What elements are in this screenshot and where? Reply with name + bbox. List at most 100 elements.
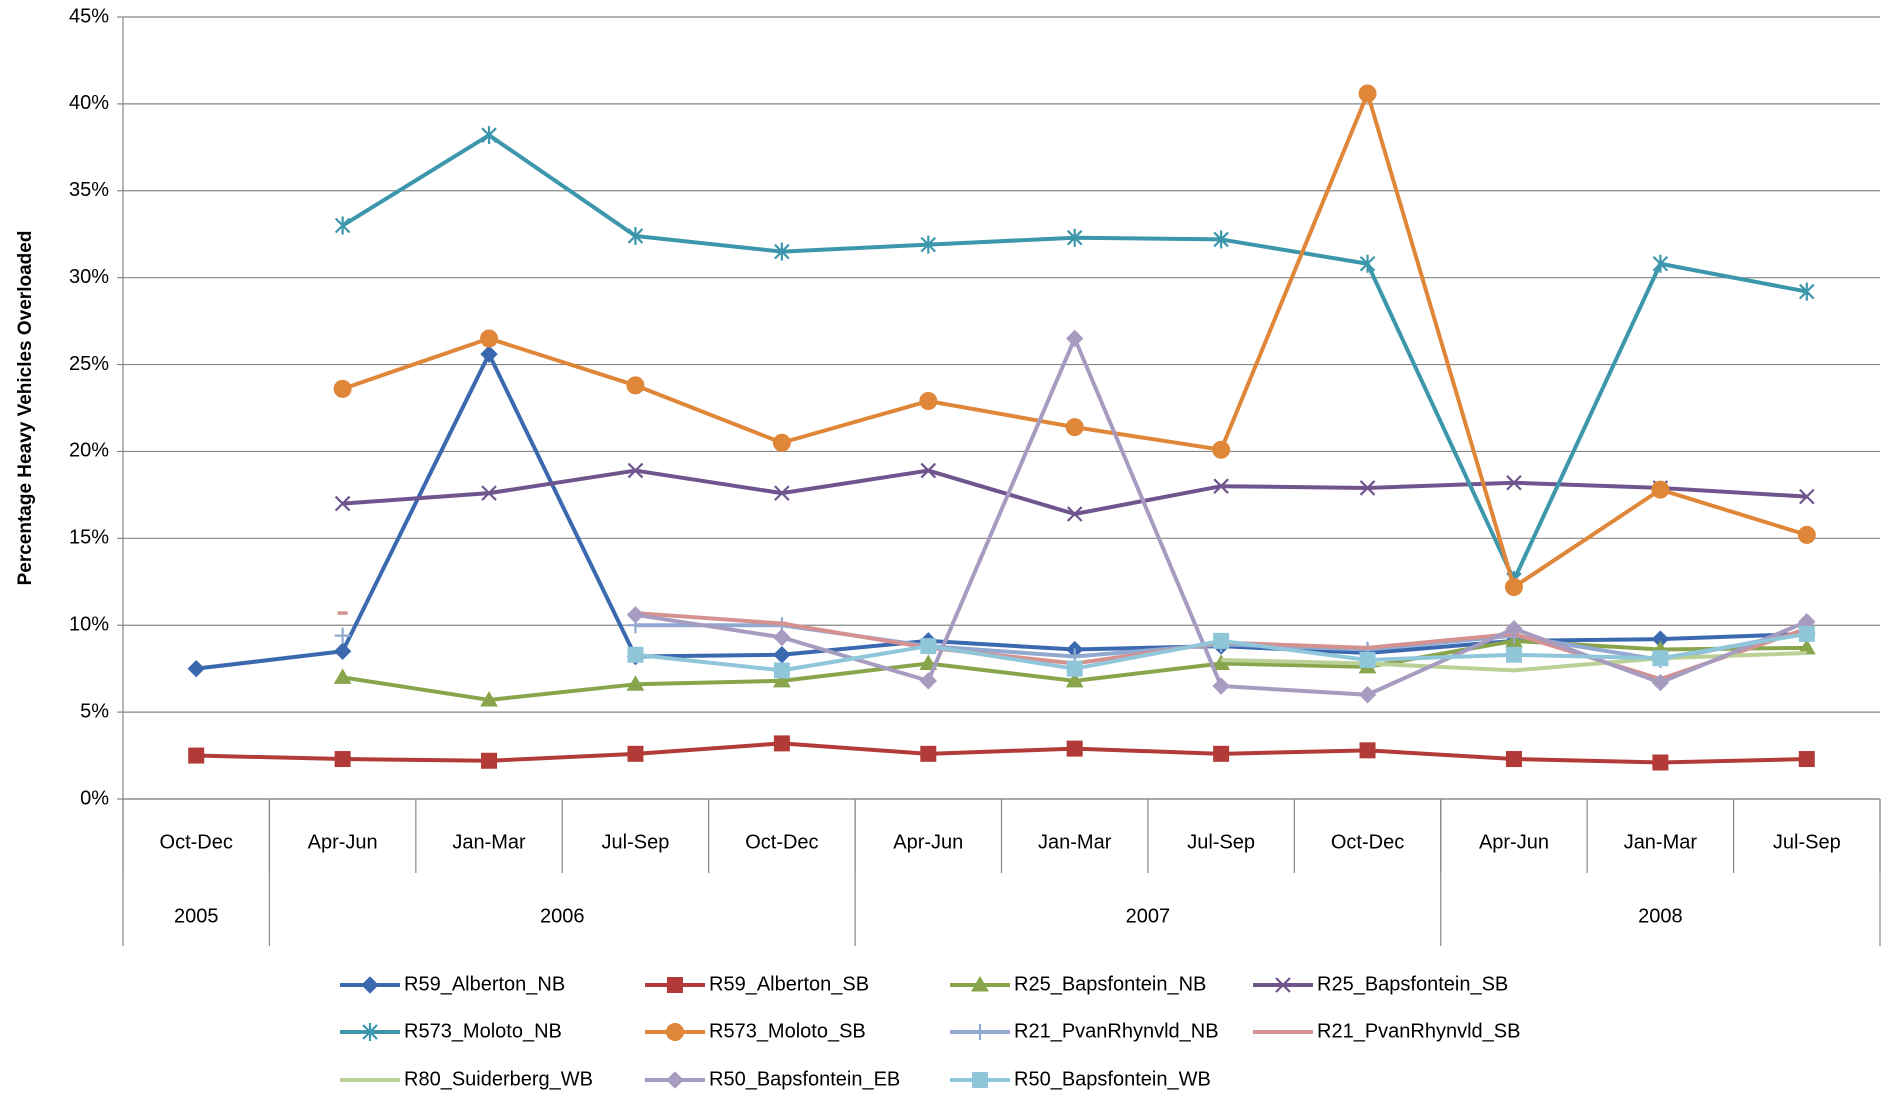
data-point: [773, 735, 790, 752]
data-point: [1799, 282, 1815, 301]
legend-item: R59_Alberton_NB: [340, 973, 565, 995]
data-point: [1359, 480, 1376, 496]
legend-marker: [972, 1072, 988, 1088]
data-point: [626, 675, 645, 691]
x-tick-label: Jan-Mar: [1038, 831, 1112, 853]
legend-marker: [666, 1023, 684, 1041]
data-point: [1799, 488, 1815, 505]
y-tick-label: 0%: [80, 787, 109, 809]
y-tick-label: 10%: [69, 614, 109, 636]
data-point: [481, 126, 497, 145]
data-point: [1651, 480, 1670, 499]
x-tick-label: Apr-Jun: [893, 831, 963, 853]
data-point: [627, 462, 644, 479]
data-point: [333, 668, 352, 684]
legend-marker: [362, 1023, 378, 1041]
data-point: [1506, 474, 1522, 491]
data-point: [481, 752, 498, 769]
data-point: [920, 745, 937, 762]
data-point: [1652, 254, 1669, 273]
legend-label: R59_Alberton_NB: [404, 973, 565, 995]
legend-label: R21_PvanRhynvld_NB: [1014, 1020, 1219, 1042]
data-point: [1213, 745, 1230, 762]
data-point: [1212, 677, 1230, 695]
data-point: [773, 628, 791, 647]
legend-item: R573_Moloto_SB: [645, 1020, 866, 1042]
data-point: [919, 672, 937, 690]
x-tick-label: Jul-Sep: [602, 831, 670, 853]
data-point: [1213, 230, 1229, 249]
data-point: [626, 606, 645, 624]
legend-label: R50_Bapsfontein_EB: [709, 1068, 900, 1090]
data-point: [919, 392, 938, 411]
data-point: [1065, 418, 1084, 437]
x-tick-label: Jul-Sep: [1187, 831, 1255, 853]
data-point: [334, 751, 351, 768]
data-point: [1212, 440, 1231, 459]
data-point: [481, 485, 497, 501]
legend-marker: [361, 976, 379, 994]
series-line: [1221, 651, 1807, 673]
data-point: [773, 662, 790, 679]
y-tick-label: 35%: [69, 179, 109, 201]
data-point: [1505, 646, 1522, 663]
data-point: [1358, 84, 1377, 103]
data-point: [1797, 525, 1816, 544]
y-tick-label: 20%: [69, 440, 109, 462]
legend-label: R50_Bapsfontein_WB: [1014, 1068, 1211, 1090]
group-label: 2007: [1126, 905, 1171, 927]
data-point: [1652, 650, 1669, 667]
data-point: [480, 345, 498, 363]
legend-item: R50_Bapsfontein_EB: [645, 1068, 900, 1090]
data-point: [188, 747, 205, 764]
legend-item: R50_Bapsfontein_WB: [950, 1068, 1211, 1090]
legend-label: R59_Alberton_SB: [709, 973, 869, 995]
data-point: [774, 485, 790, 501]
x-tick-label: Jan-Mar: [452, 831, 526, 853]
legend-marker: [1275, 977, 1291, 993]
data-point: [774, 242, 790, 261]
data-point: [1505, 751, 1522, 768]
legend-label: R21_PvanRhynvld_SB: [1317, 1020, 1520, 1042]
legend-label: R25_Bapsfontein_SB: [1317, 973, 1508, 995]
data-point: [626, 376, 645, 395]
data-point: [480, 690, 498, 707]
legend-item: R25_Bapsfontein_SB: [1253, 973, 1508, 995]
x-tick-label: Apr-Jun: [308, 831, 378, 853]
x-tick-label: Oct-Dec: [745, 831, 818, 853]
data-point: [1066, 660, 1083, 677]
data-point: [1505, 619, 1523, 638]
x-tick-label: Jul-Sep: [1773, 831, 1841, 853]
legend-item: R21_PvanRhynvld_NB: [950, 1020, 1219, 1042]
data-point: [920, 235, 937, 254]
legend-item: R25_Bapsfontein_NB: [950, 973, 1206, 995]
data-point: [334, 216, 351, 235]
data-point: [627, 226, 644, 245]
y-tick-label: 5%: [80, 700, 109, 722]
data-point: [480, 329, 499, 348]
data-point: [334, 495, 351, 512]
data-point: [1066, 740, 1083, 757]
data-point: [1798, 751, 1815, 768]
data-point: [1798, 625, 1815, 642]
legend-label: R573_Moloto_SB: [709, 1020, 866, 1042]
x-tick-label: Oct-Dec: [160, 831, 233, 853]
x-tick-label: Jan-Mar: [1624, 831, 1698, 853]
data-point: [333, 642, 352, 660]
legend-label: R80_Suiderberg_WB: [404, 1068, 593, 1090]
y-tick-label: 45%: [69, 5, 109, 27]
legend-marker: [972, 1024, 988, 1040]
x-tick-label: Oct-Dec: [1331, 831, 1404, 853]
series-line: [196, 741, 1807, 765]
data-point: [920, 638, 937, 655]
legend-marker: [666, 1071, 684, 1089]
y-axis-title: Percentage Heavy Vehicles Overloaded: [15, 231, 36, 586]
group-label: 2008: [1638, 905, 1683, 927]
data-point: [627, 745, 644, 762]
data-point: [920, 462, 937, 479]
legend-marker: [667, 977, 683, 993]
data-point: [773, 646, 791, 664]
legend-item: R21_PvanRhynvld_SB: [1253, 1020, 1520, 1042]
data-point: [1213, 632, 1230, 649]
